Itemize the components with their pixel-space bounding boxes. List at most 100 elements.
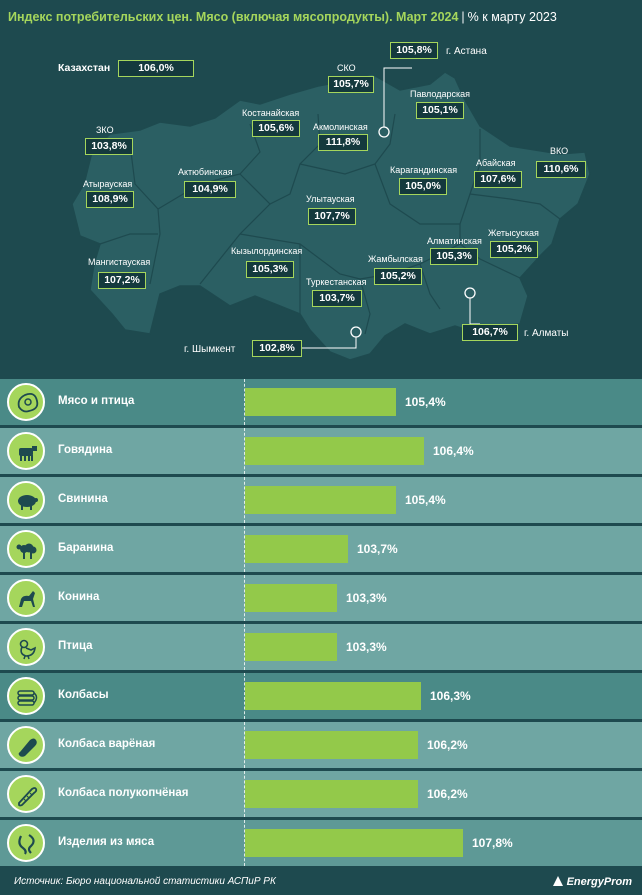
kazakhstan-map: Казахстан 106,0% 105,8% г. Астана СКО 10…: [0, 34, 642, 378]
region-value-sko: 105,7%: [328, 76, 374, 93]
category-row: Колбасы 106,3%: [0, 673, 642, 719]
bar: [245, 388, 396, 416]
axis-divider: [244, 820, 245, 866]
region-label-kostanay: Костанайская: [242, 108, 300, 118]
category-row: Колбаса полукопчёная 106,2%: [0, 771, 642, 817]
bar: [245, 829, 463, 857]
title-text: Индекс потребительских цен. Мясо (включа…: [8, 10, 459, 24]
category-cell: Мясо и птица: [0, 379, 237, 425]
axis-divider: [244, 428, 245, 474]
axis-divider: [244, 526, 245, 572]
region-value-almaty-city: 106,7%: [462, 324, 518, 341]
bar-value-label: 106,2%: [427, 738, 468, 752]
axis-divider: [244, 771, 245, 817]
category-cell: Говядина: [0, 428, 237, 474]
bar-value-label: 106,2%: [427, 787, 468, 801]
logo: EnergyProm: [552, 875, 632, 888]
category-row: Конина 103,3%: [0, 575, 642, 621]
category-cell: Колбаса варёная: [0, 722, 237, 768]
region-label-atyrau: Атырауская: [83, 179, 133, 189]
energyprom-logo-icon: [552, 876, 563, 886]
region-label-zhetysu: Жетысуская: [488, 228, 539, 238]
category-cell: Конина: [0, 575, 237, 621]
subtitle-text: % к марту 2023: [467, 10, 557, 24]
category-label: Колбаса варёная: [58, 738, 156, 750]
axis-divider: [244, 477, 245, 523]
region-label-mangistau: Мангистауская: [88, 257, 151, 267]
region-value-turkestan: 103,7%: [312, 290, 362, 307]
region-value-aktobe: 104,9%: [184, 181, 236, 198]
bar: [245, 535, 348, 563]
cow-icon: [7, 432, 45, 470]
horse-icon: [7, 579, 45, 617]
bar-value-label: 106,4%: [433, 444, 474, 458]
category-row: Птица 103,3%: [0, 624, 642, 670]
region-value-kostanay: 105,6%: [252, 120, 300, 137]
region-label-sko: СКО: [337, 63, 356, 73]
bar-value-label: 103,3%: [346, 640, 387, 654]
region-label-aktobe: Актюбинская: [178, 167, 233, 177]
bar: [245, 584, 337, 612]
region-value-vko: 110,6%: [536, 161, 586, 178]
region-label-zhambyl: Жамбылская: [368, 254, 423, 264]
category-label: Баранина: [58, 542, 114, 554]
region-value-zko: 103,8%: [85, 138, 133, 155]
category-row: Мясо и птица 105,4%: [0, 379, 642, 425]
sheep-icon: [7, 530, 45, 568]
page-title: Индекс потребительских цен. Мясо (включа…: [8, 10, 557, 24]
astana-leader: [383, 67, 412, 127]
region-value-astana: 105,8%: [390, 42, 438, 59]
country-value: 106,0%: [118, 60, 194, 77]
meat-products-icon: [7, 824, 45, 862]
boiled-sausage-icon: [7, 726, 45, 764]
category-label: Мясо и птица: [58, 395, 135, 407]
region-label-shymkent: г. Шымкент: [184, 344, 236, 355]
category-cell: Свинина: [0, 477, 237, 523]
category-cell: Колбаса полукопчёная: [0, 771, 237, 817]
category-cell: Птица: [0, 624, 237, 670]
category-cell: Колбасы: [0, 673, 237, 719]
category-cell: Баранина: [0, 526, 237, 572]
category-label: Свинина: [58, 493, 108, 505]
region-value-zhambyl: 105,2%: [374, 268, 422, 285]
region-value-kyzylorda: 105,3%: [246, 261, 294, 278]
bar-value-label: 105,4%: [405, 493, 446, 507]
title-separator: |: [461, 10, 465, 24]
bar-value-label: 103,7%: [357, 542, 398, 556]
bar-value-label: 106,3%: [430, 689, 471, 703]
region-label-abay: Абайская: [476, 158, 516, 168]
meat-icon: [7, 383, 45, 421]
region-value-atyrau: 108,9%: [86, 191, 134, 208]
category-cell: Изделия из мяса: [0, 820, 237, 866]
bar: [245, 633, 337, 661]
category-row: Свинина 105,4%: [0, 477, 642, 523]
axis-divider: [244, 722, 245, 768]
bar: [245, 731, 418, 759]
sausages-icon: [7, 677, 45, 715]
region-label-zko: ЗКО: [96, 125, 114, 135]
region-label-akmola: Акмолинская: [313, 122, 368, 132]
region-label-turkestan: Туркестанская: [306, 277, 367, 287]
bar-value-label: 105,4%: [405, 395, 446, 409]
bar-value-label: 107,8%: [472, 836, 513, 850]
axis-divider: [244, 624, 245, 670]
category-row: Говядина 106,4%: [0, 428, 642, 474]
region-value-shymkent: 102,8%: [252, 340, 302, 357]
region-value-mangistau: 107,2%: [98, 272, 146, 289]
bar: [245, 780, 418, 808]
region-value-zhetysu: 105,2%: [490, 241, 538, 258]
region-label-ulytau: Улытауская: [306, 194, 355, 204]
footer: Источник: Бюро национальной статистики А…: [0, 869, 642, 895]
region-label-karaganda: Карагандинская: [390, 165, 458, 175]
region-value-pavlodar: 105,1%: [416, 102, 464, 119]
axis-divider: [244, 575, 245, 621]
category-row: Изделия из мяса 107,8%: [0, 820, 642, 866]
region-value-ulytau: 107,7%: [308, 208, 356, 225]
axis-divider: [244, 673, 245, 719]
region-value-almaty-oblast: 105,3%: [430, 248, 478, 265]
category-row: Баранина 103,7%: [0, 526, 642, 572]
region-value-akmola: 111,8%: [318, 134, 368, 151]
category-label: Колбаса полукопчёная: [58, 787, 189, 799]
region-label-almaty-oblast: Алматинская: [427, 236, 482, 246]
